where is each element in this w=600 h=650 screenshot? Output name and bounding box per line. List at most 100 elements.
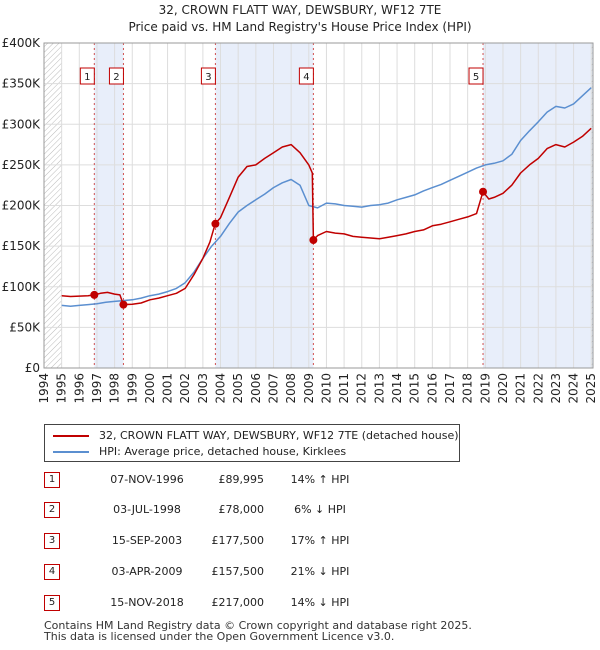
sale-price: £177,500 bbox=[211, 534, 265, 547]
x-tick-label: 2011 bbox=[337, 373, 351, 404]
sale-labels: 1 2 3 4 5 bbox=[79, 67, 484, 85]
y-tick-label: £250K bbox=[2, 158, 42, 172]
chart-subtitle: Price paid vs. HM Land Registry's House … bbox=[128, 20, 471, 34]
sale-label-box bbox=[108, 67, 124, 85]
price-chart: 32, CROWN FLATT WAY, DEWSBURY, WF12 7TE … bbox=[2, 3, 599, 404]
sale-label-number: 1 bbox=[84, 72, 90, 83]
hpi-line-swatch bbox=[53, 451, 89, 453]
y-tick-label: £300K bbox=[2, 117, 42, 131]
table-row: 1 07-NOV-1996 £89,995 14% ↑ HPI bbox=[44, 472, 444, 492]
sale-point bbox=[90, 290, 99, 299]
sale-marker-lines bbox=[93, 43, 484, 368]
x-tick-label: 2008 bbox=[284, 373, 298, 404]
sale-date: 15-SEP-2003 bbox=[111, 534, 183, 547]
x-tick-label: 2020 bbox=[496, 373, 510, 404]
property-line-swatch bbox=[53, 435, 89, 437]
chart-title: 32, CROWN FLATT WAY, DEWSBURY, WF12 7TE bbox=[159, 3, 442, 17]
x-tick-label: 2002 bbox=[178, 373, 192, 404]
y-tick-label: £0 bbox=[25, 361, 40, 375]
sale-hpi-comparison: 21% ↓ HPI bbox=[290, 565, 350, 578]
x-tick-label: 1995 bbox=[55, 373, 69, 404]
table-row: 4 03-APR-2009 £157,500 21% ↓ HPI bbox=[44, 564, 444, 584]
sale-point bbox=[211, 219, 220, 228]
table-row: 2 03-JUL-1998 £78,000 6% ↓ HPI bbox=[44, 502, 444, 522]
table-row: 5 15-NOV-2018 £217,000 14% ↓ HPI bbox=[44, 595, 444, 615]
x-tick-label: 2025 bbox=[584, 373, 598, 404]
sale-hpi-comparison: 6% ↓ HPI bbox=[294, 503, 346, 516]
x-tick-label: 2009 bbox=[302, 373, 316, 404]
x-tick-label: 2007 bbox=[266, 373, 280, 404]
x-tick-label: 2010 bbox=[319, 373, 333, 404]
x-tick-label: 1998 bbox=[108, 373, 122, 404]
legend: 32, CROWN FLATT WAY, DEWSBURY, WF12 7TE … bbox=[44, 424, 460, 462]
legend-label-property: 32, CROWN FLATT WAY, DEWSBURY, WF12 7TE … bbox=[99, 429, 459, 442]
x-tick-label: 2018 bbox=[461, 373, 475, 404]
footer: Contains HM Land Registry data © Crown c… bbox=[44, 620, 472, 642]
sale-point bbox=[119, 300, 128, 309]
sale-number-badge: 5 bbox=[44, 595, 60, 611]
y-tick-label: £400K bbox=[2, 36, 42, 50]
sale-label-number: 2 bbox=[113, 72, 119, 83]
sale-point bbox=[309, 236, 318, 245]
footer-license: This data is licensed under the Open Gov… bbox=[44, 630, 395, 643]
x-tick-label: 2017 bbox=[443, 373, 457, 404]
sale-price: £157,500 bbox=[211, 565, 265, 578]
sale-date: 07-NOV-1996 bbox=[110, 473, 184, 486]
sale-hpi-comparison: 14% ↑ HPI bbox=[290, 473, 350, 486]
sale-price: £89,995 bbox=[218, 473, 265, 486]
x-tick-label: 2001 bbox=[161, 373, 175, 404]
x-tick-label: 2015 bbox=[408, 373, 422, 404]
plot-frame bbox=[43, 42, 594, 369]
sale-label-box bbox=[298, 67, 314, 85]
sale-label-number: 4 bbox=[303, 72, 309, 83]
sale-price: £78,000 bbox=[218, 503, 265, 516]
sale-label-box bbox=[79, 67, 95, 85]
hpi-line bbox=[61, 87, 592, 308]
x-tick-label: 2021 bbox=[514, 373, 528, 404]
sale-label-box bbox=[468, 67, 484, 85]
legend-label-hpi: HPI: Average price, detached house, Kirk… bbox=[99, 445, 347, 458]
x-tick-label: 2012 bbox=[355, 373, 369, 404]
sale-points bbox=[90, 187, 488, 309]
x-tick-label: 2006 bbox=[249, 373, 263, 404]
x-tick-label: 1997 bbox=[90, 373, 104, 404]
y-tick-label: £150K bbox=[2, 239, 42, 253]
footer-copyright: Contains HM Land Registry data © Crown c… bbox=[44, 619, 472, 632]
sale-number-badge: 2 bbox=[44, 502, 60, 518]
x-tick-label: 2013 bbox=[372, 373, 386, 404]
y-tick-label: £200K bbox=[2, 199, 42, 213]
sale-point bbox=[479, 187, 488, 196]
sale-hpi-comparison: 14% ↓ HPI bbox=[290, 596, 350, 609]
x-tick-label: 1999 bbox=[125, 373, 139, 404]
legend-item-property: 32, CROWN FLATT WAY, DEWSBURY, WF12 7TE … bbox=[53, 428, 459, 444]
x-tick-label: 2014 bbox=[390, 373, 404, 404]
axes: £0 £50K £100K £150K £200K £250K £300K £350K £400… bbox=[2, 36, 599, 404]
y-tick-label: £350K bbox=[2, 77, 42, 91]
sale-date: 03-APR-2009 bbox=[111, 565, 183, 578]
sale-price: £217,000 bbox=[211, 596, 265, 609]
y-tick-label: £100K bbox=[2, 280, 42, 294]
x-tick-label: 2022 bbox=[531, 373, 545, 404]
x-tick-label: 2005 bbox=[231, 373, 245, 404]
sale-label-box bbox=[200, 67, 216, 85]
table-row: 3 15-SEP-2003 £177,500 17% ↑ HPI bbox=[44, 533, 444, 553]
sale-label-number: 3 bbox=[205, 72, 211, 83]
x-tick-label: 2023 bbox=[549, 373, 563, 404]
x-tick-label: 2016 bbox=[425, 373, 439, 404]
sale-hpi-comparison: 17% ↑ HPI bbox=[290, 534, 350, 547]
sale-label-number: 5 bbox=[473, 72, 479, 83]
x-tick-label: 2019 bbox=[478, 373, 492, 404]
sale-date: 03-JUL-1998 bbox=[113, 503, 181, 516]
x-tick-label: 1994 bbox=[37, 373, 51, 404]
x-tick-label: 2004 bbox=[214, 373, 228, 404]
sale-number-badge: 1 bbox=[44, 472, 60, 488]
x-tick-label: 2003 bbox=[196, 373, 210, 404]
x-tick-label: 2024 bbox=[567, 373, 581, 404]
x-tick-label: 1996 bbox=[72, 373, 86, 404]
sale-number-badge: 3 bbox=[44, 533, 60, 549]
x-tick-label: 2000 bbox=[143, 373, 157, 404]
sale-number-badge: 4 bbox=[44, 564, 60, 580]
sale-date: 15-NOV-2018 bbox=[110, 596, 184, 609]
y-tick-label: £50K bbox=[9, 320, 41, 334]
legend-item-hpi: HPI: Average price, detached house, Kirk… bbox=[53, 444, 346, 460]
